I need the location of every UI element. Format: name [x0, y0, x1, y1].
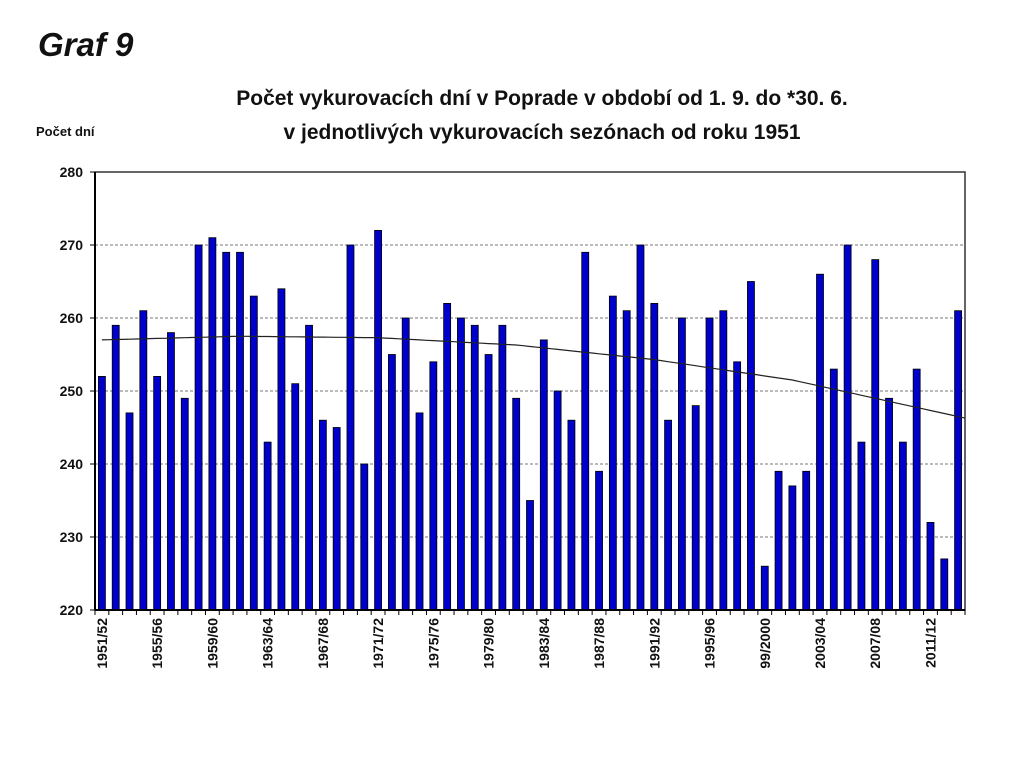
x-tick-label: 99/2000 — [757, 618, 773, 669]
y-tick-label: 230 — [60, 529, 84, 545]
bar — [512, 397, 521, 611]
bar — [705, 317, 714, 611]
bar — [733, 361, 742, 611]
x-tick-label: 1967/68 — [315, 618, 331, 669]
x-tick-label: 1951/52 — [94, 618, 110, 669]
x-tick-label: 1987/88 — [591, 618, 607, 669]
bar — [581, 251, 590, 611]
bar — [498, 324, 507, 611]
bar — [774, 470, 783, 611]
bar — [388, 354, 396, 611]
bar — [816, 273, 824, 611]
bar — [788, 485, 797, 611]
bar — [249, 295, 258, 611]
bar — [940, 558, 949, 611]
bar — [760, 565, 769, 611]
bar — [747, 281, 755, 611]
bar — [470, 324, 479, 611]
y-tick-label: 260 — [60, 310, 84, 326]
y-tick-label: 280 — [60, 164, 84, 180]
bar — [346, 244, 355, 611]
bar — [912, 368, 921, 611]
bar — [567, 419, 576, 611]
bar — [595, 470, 603, 611]
bar — [871, 259, 880, 611]
x-tick-label: 1995/96 — [702, 618, 718, 669]
bar — [802, 470, 811, 611]
bar — [263, 441, 272, 611]
bar — [829, 368, 838, 611]
bar — [622, 310, 631, 611]
bar — [926, 522, 935, 611]
bar — [650, 302, 659, 611]
bar — [608, 295, 617, 611]
bar — [139, 310, 148, 611]
x-tick-label: 1971/72 — [370, 618, 386, 669]
bar — [332, 427, 341, 611]
bar — [954, 310, 962, 611]
bar — [194, 244, 203, 611]
x-tick-label: 2003/04 — [812, 618, 828, 669]
bar — [843, 244, 852, 611]
bar — [208, 237, 217, 611]
bar — [125, 412, 134, 611]
x-tick-label: 1983/84 — [536, 618, 552, 669]
bar — [443, 302, 452, 611]
bar — [167, 332, 175, 611]
figure-label: Graf 9 — [38, 26, 134, 63]
x-tick-label: 1979/80 — [481, 618, 497, 669]
x-tick-label: 1975/76 — [425, 618, 441, 669]
bar — [539, 339, 548, 611]
x-tick-label: 2011/12 — [922, 618, 938, 668]
y-tick-label: 240 — [60, 456, 84, 472]
bar — [636, 244, 645, 611]
bar — [291, 383, 300, 611]
chart-title-line-2: v jednotlivých vykurovacích sezónach od … — [283, 121, 801, 144]
bar — [885, 397, 893, 611]
bar — [457, 317, 465, 611]
y-axis-label: Počet dní — [36, 124, 95, 139]
bar — [360, 463, 369, 611]
x-tick-label: 1959/60 — [204, 618, 220, 669]
x-tick-label: 1963/64 — [260, 618, 276, 669]
bar — [553, 390, 562, 611]
bar — [719, 310, 728, 611]
x-tick-label: 1991/92 — [646, 618, 662, 669]
bar — [236, 251, 244, 611]
bar — [898, 441, 907, 611]
bar — [98, 375, 106, 611]
bar — [691, 405, 700, 611]
bar — [153, 375, 162, 611]
bar — [678, 317, 686, 611]
chart-title-line-1: Počet vykurovacích dní v Poprade v obdob… — [236, 87, 848, 110]
bar — [180, 397, 189, 611]
bar — [429, 361, 438, 611]
bar — [318, 419, 327, 611]
y-tick-label: 250 — [60, 383, 84, 399]
bar — [222, 251, 231, 611]
bar — [305, 324, 313, 611]
trendline — [101, 335, 966, 419]
x-tick-label: 1955/56 — [149, 618, 165, 669]
bar — [415, 412, 424, 611]
bar — [526, 500, 534, 611]
bar — [857, 441, 866, 611]
bar — [664, 419, 672, 611]
bar — [111, 324, 120, 611]
y-tick-label: 270 — [60, 237, 84, 253]
y-tick-label: 220 — [60, 602, 84, 618]
bar — [401, 317, 410, 611]
bar — [374, 229, 382, 611]
x-tick-label: 2007/08 — [867, 618, 883, 669]
bar — [484, 354, 493, 611]
